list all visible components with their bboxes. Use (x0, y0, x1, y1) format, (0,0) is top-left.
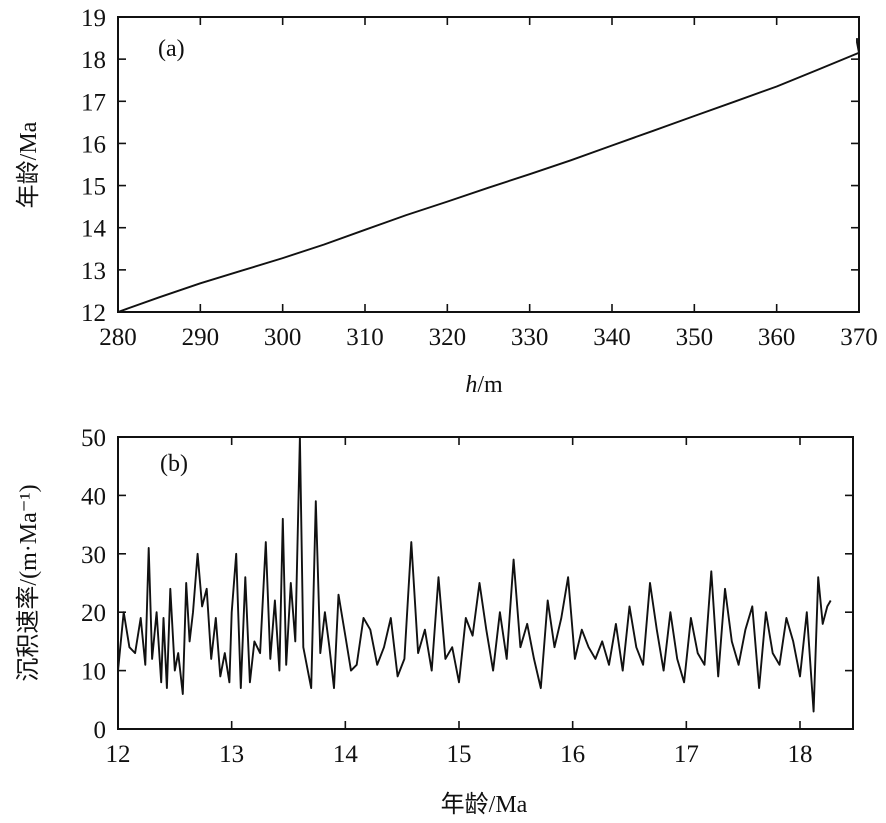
panel-a-x-tick-label: 330 (511, 324, 549, 351)
panel-b-x-tick-label: 17 (674, 741, 699, 768)
panel-b-frame (117, 436, 854, 730)
panel-a-x-tick-label: 350 (676, 324, 714, 351)
panel-b-y-tick-label: 50 (81, 425, 106, 452)
panel-b-x-tick-label: 16 (560, 741, 585, 768)
panel-b-x-tick-label: 18 (788, 741, 813, 768)
panel-b-x-tick-label: 15 (447, 741, 472, 768)
panel-b-x-tick-label: 12 (106, 741, 131, 768)
panel-a-y-tick-label: 13 (81, 258, 106, 285)
panel-b-y-tick-label: 0 (94, 717, 107, 744)
panel-b-label: (b) (160, 451, 188, 477)
panel-b-y-axis-label: 沉积速率/(m·Ma⁻¹) (15, 484, 42, 681)
panel-a-x-axis-var: h (465, 372, 477, 398)
panel-b-x-axis-label: 年龄/Ma (441, 791, 528, 818)
panel-b-x-tick-label: 14 (333, 741, 359, 768)
panel-a-x-tick-label: 310 (346, 324, 384, 351)
panel-a-x-tick-label: 280 (99, 324, 137, 351)
panel-a: 280 290 300 310 320 330 340 350 360 370 12 13 14 15 16… (15, 5, 878, 398)
panel-a-x-tick-label: 360 (758, 324, 796, 351)
panel-a-x-tick-label: 320 (429, 324, 467, 351)
panel-b: 12 13 14 15 16 17 18 0 10 20 30 40 50 (b) 年龄/Ma 沉积速率… (15, 425, 854, 818)
panel-a-y-tick-label: 16 (81, 131, 106, 158)
panel-a-frame (117, 16, 860, 313)
panel-a-y-axis-label: 年龄/Ma (15, 121, 42, 208)
panel-a-ticks: 280 290 300 310 320 330 340 350 360 370 12 13 14 15 16… (81, 5, 878, 351)
panel-a-y-tick-label: 18 (81, 47, 106, 74)
panel-b-x-tick-label: 13 (219, 741, 244, 768)
panel-a-x-tick-label: 370 (840, 324, 878, 351)
panel-a-x-tick-label: 290 (182, 324, 220, 351)
panel-a-y-tick-label: 12 (81, 300, 106, 327)
panel-b-ticks: 12 13 14 15 16 17 18 0 10 20 30 40 50 (81, 425, 853, 768)
panel-a-series-line (117, 38, 860, 313)
panel-a-y-tick-label: 17 (81, 89, 106, 116)
panel-b-series (117, 436, 832, 713)
panel-a-series (117, 38, 860, 313)
panel-a-x-axis-unit: /m (477, 372, 503, 398)
panel-b-y-tick-label: 40 (81, 483, 106, 510)
panel-a-x-tick-label: 300 (264, 324, 302, 351)
panel-b-y-tick-label: 30 (81, 542, 106, 569)
panel-b-y-tick-label: 10 (81, 659, 106, 686)
panel-b-series-line (117, 436, 832, 713)
panel-a-y-tick-label: 14 (81, 216, 107, 243)
panel-a-x-axis-label: h/m (465, 372, 503, 398)
panel-a-x-tick-label: 340 (593, 324, 631, 351)
panel-a-y-tick-label: 15 (81, 174, 106, 201)
panel-a-label: (a) (158, 36, 185, 62)
panel-b-y-tick-label: 20 (81, 600, 106, 627)
panel-a-x-axis-label-text: h/m (465, 372, 503, 398)
panel-a-y-tick-label: 19 (81, 5, 106, 32)
